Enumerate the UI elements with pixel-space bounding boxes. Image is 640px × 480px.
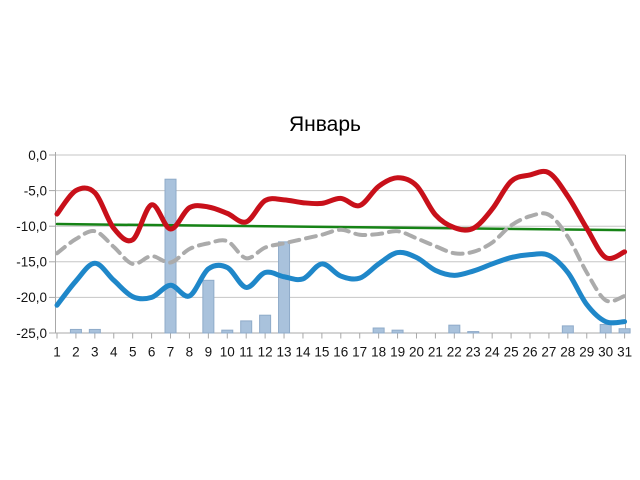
x-tick-label: 24 bbox=[485, 345, 501, 360]
y-tick-label: -20,0 bbox=[16, 290, 47, 305]
x-tick-label: 9 bbox=[205, 345, 213, 360]
y-tick-label: -25,0 bbox=[16, 326, 47, 341]
x-tick-label: 16 bbox=[333, 345, 348, 360]
blue-line bbox=[54, 249, 628, 326]
x-tick-label: 25 bbox=[504, 345, 519, 360]
x-tick-label: 22 bbox=[447, 345, 462, 360]
x-tick-label: 31 bbox=[617, 345, 632, 360]
y-tick-label: 0,0 bbox=[28, 148, 47, 163]
y-tick-label: -10,0 bbox=[16, 219, 47, 234]
x-tick-label: 15 bbox=[314, 345, 329, 360]
bars bbox=[69, 178, 631, 334]
x-tick-label: 12 bbox=[258, 345, 273, 360]
x-tick-label: 7 bbox=[167, 345, 175, 360]
x-tick-label: 28 bbox=[560, 345, 575, 360]
y-tick-labels: 0,0 -5,0 -10,0 -15,0 -20,0 -25,0 bbox=[16, 148, 47, 341]
x-tick-label: 27 bbox=[541, 345, 556, 360]
x-tick-label: 19 bbox=[390, 345, 405, 360]
x-tick-label: 6 bbox=[148, 345, 156, 360]
x-tick-label: 5 bbox=[129, 345, 137, 360]
chart-title: Январь bbox=[289, 113, 361, 136]
x-tick-label: 21 bbox=[428, 345, 443, 360]
x-tick-label: 26 bbox=[522, 345, 537, 360]
y-tick-label: -15,0 bbox=[16, 255, 47, 270]
x-tick-label: 2 bbox=[72, 345, 80, 360]
x-tick-label: 18 bbox=[371, 345, 386, 360]
x-tick-label: 13 bbox=[276, 345, 291, 360]
green-trend-line bbox=[55, 222, 626, 232]
x-tick-label: 8 bbox=[186, 345, 194, 360]
gridlines bbox=[55, 154, 626, 334]
x-tick-label: 30 bbox=[598, 345, 613, 360]
x-tick-label: 17 bbox=[352, 345, 367, 360]
x-tick-label: 23 bbox=[466, 345, 481, 360]
x-tick-labels: 1 2 3 4 5 6 7 8 9 10 11 12 13 14 15 16 17 18 19 20 21 22 23 24 2… bbox=[53, 345, 632, 360]
y-tick-label: -5,0 bbox=[24, 183, 47, 198]
x-tick-label: 3 bbox=[91, 345, 99, 360]
axes bbox=[49, 152, 626, 339]
red-line bbox=[54, 168, 628, 261]
x-tick-label: 1 bbox=[53, 345, 61, 360]
gray-dashed-line bbox=[55, 211, 627, 304]
x-tick-label: 4 bbox=[110, 345, 118, 360]
x-tick-label: 20 bbox=[409, 345, 424, 360]
x-tick-label: 11 bbox=[239, 345, 253, 360]
x-tick-label: 29 bbox=[579, 345, 594, 360]
x-tick-label: 10 bbox=[220, 345, 235, 360]
x-tick-label: 14 bbox=[295, 345, 311, 360]
